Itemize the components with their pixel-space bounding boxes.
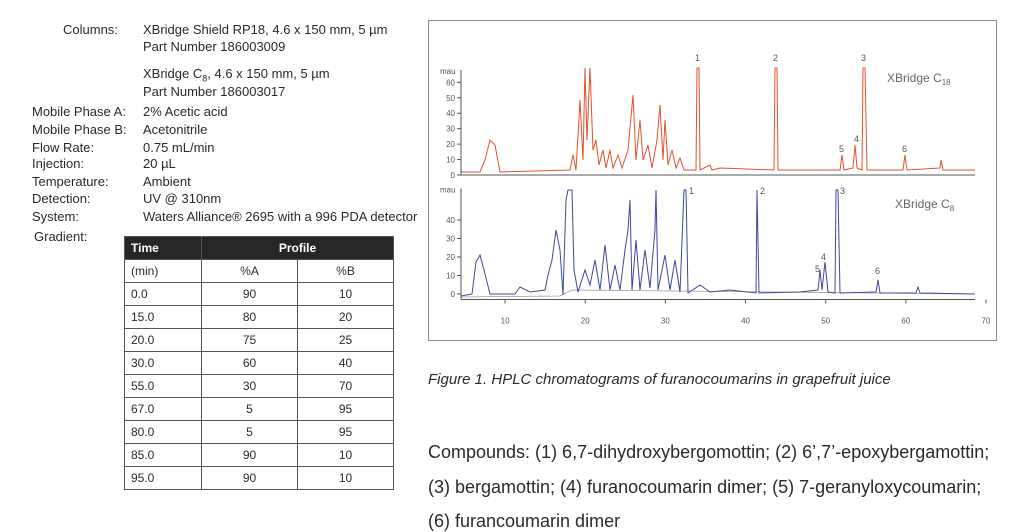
cell: 0.0 — [124, 282, 202, 306]
y-unit: mau — [440, 67, 456, 76]
x-tick-label: 60 — [901, 317, 910, 326]
cell: 10 — [297, 282, 394, 306]
peak-label: 4 — [854, 134, 859, 144]
value: XBridge Shield RP18, 4.6 x 150 mm, 5 µm — [143, 22, 388, 37]
cell: 75 — [201, 328, 298, 352]
peak-label: 6 — [875, 266, 880, 276]
y-tick-label: 50 — [446, 94, 455, 103]
figure-frame — [428, 20, 997, 341]
gradient-table: Time Profile (min) %A %B 0.0 90 10 15.0 80 20 20.0 7… — [124, 236, 394, 490]
label: Gradient: — [34, 229, 88, 244]
label: Temperature: — [32, 174, 109, 189]
y-tick-label: 40 — [446, 216, 455, 225]
cell: 95.0 — [124, 466, 202, 490]
row: 55.0 30 70 — [124, 374, 394, 398]
legend: XBridge C18 — [887, 71, 951, 87]
legend: XBridge C8 — [895, 197, 955, 213]
cell: 55.0 — [124, 374, 202, 398]
value: Acetonitrile — [143, 122, 208, 137]
x-tick-label: 10 — [501, 317, 510, 326]
subheader-row: (min) %A %B — [124, 259, 394, 283]
peak-label: 1 — [689, 186, 694, 196]
value: Part Number 186003009 — [143, 39, 286, 54]
label: Mobile Phase A: — [32, 104, 126, 119]
label: Flow Rate: — [32, 140, 95, 155]
cell: 85.0 — [124, 443, 202, 467]
y-tick-label: 40 — [446, 109, 455, 118]
value: 0.75 mL/min — [143, 140, 215, 155]
value: Waters Alliance® 2695 with a 996 PDA det… — [143, 209, 418, 224]
y-tick-label: 30 — [446, 125, 455, 134]
label: Injection: — [32, 156, 85, 171]
y-tick-label: 20 — [446, 140, 455, 149]
row: 67.0 5 95 — [124, 397, 394, 421]
subheader-cell: (min) — [124, 259, 202, 283]
x-tick-label: 40 — [741, 317, 750, 326]
trace — [460, 189, 976, 297]
row: 95.0 90 10 — [124, 466, 394, 490]
value: UV @ 310nm — [143, 191, 222, 206]
y-tick-label: 30 — [446, 234, 455, 243]
trace — [461, 67, 975, 173]
text: , 4.6 x 150 mm, 5 µm — [207, 66, 330, 81]
label: Mobile Phase B: — [32, 122, 127, 137]
compounds-line: (6) furancoumarin dimer — [428, 511, 621, 531]
text: XBridge C — [143, 66, 203, 81]
cell: 40 — [297, 351, 394, 375]
y-tick-label: 10 — [446, 271, 455, 280]
peak-label: 2 — [760, 186, 765, 196]
gradient-baseline — [460, 289, 976, 298]
value: 2% Acetic acid — [143, 104, 228, 119]
legend-text: XBridge C — [895, 197, 950, 211]
row: 0.0 90 10 — [124, 282, 394, 306]
label: Columns: — [63, 22, 118, 37]
x-tick-label: 30 — [661, 317, 670, 326]
cell: 67.0 — [124, 397, 202, 421]
cell: 90 — [201, 282, 298, 306]
subscript: 8 — [202, 73, 208, 84]
peak-label: 5 — [839, 144, 844, 154]
y-unit: mau — [440, 186, 456, 195]
value: XBridge C8, 4.6 x 150 mm, 5 µm — [143, 66, 330, 87]
peak-label: 3 — [840, 186, 845, 196]
caption: Figure 1. HPLC chromatograms of furanoco… — [428, 371, 891, 388]
cell: 20.0 — [124, 328, 202, 352]
cell: 90 — [201, 466, 298, 490]
legend-sub: 18 — [942, 78, 951, 87]
y-tick-label: 0 — [451, 290, 456, 299]
label: System: — [32, 209, 79, 224]
row: 20.0 75 25 — [124, 328, 394, 352]
value: Ambient — [143, 174, 191, 189]
peak-label: 6 — [902, 144, 907, 154]
cell: 10 — [297, 466, 394, 490]
peak-label: 2 — [773, 53, 778, 63]
header-cell: Profile — [201, 236, 394, 260]
peak-label: 5 — [815, 264, 820, 274]
peak-label: 4 — [821, 252, 826, 262]
cell: 70 — [297, 374, 394, 398]
compounds-line: Compounds: (1) 6,7-dihydroxybergomottin;… — [428, 442, 990, 462]
y-tick-label: 10 — [446, 156, 455, 165]
x-tick-label: 50 — [821, 317, 830, 326]
peak-label: 1 — [695, 53, 700, 63]
peak-label: 3 — [861, 53, 866, 63]
y-tick-label: 0 — [451, 171, 456, 180]
cell: 20 — [297, 305, 394, 329]
x-tick-label: 70 — [982, 317, 991, 326]
compounds-line: (3) bergamottin; (4) furanocoumarin dime… — [428, 477, 982, 497]
y-tick-label: 60 — [446, 78, 455, 87]
legend-text: XBridge C — [887, 71, 942, 85]
y-tick-label: 20 — [446, 253, 455, 262]
label: Detection: — [32, 191, 91, 206]
x-tick-label: 20 — [581, 317, 590, 326]
legend-sub: 8 — [950, 204, 955, 213]
subheader-cell: %B — [297, 259, 394, 283]
cell: 95 — [297, 420, 394, 444]
value: Part Number 186003017 — [143, 84, 286, 99]
value: 20 µL — [143, 156, 176, 171]
